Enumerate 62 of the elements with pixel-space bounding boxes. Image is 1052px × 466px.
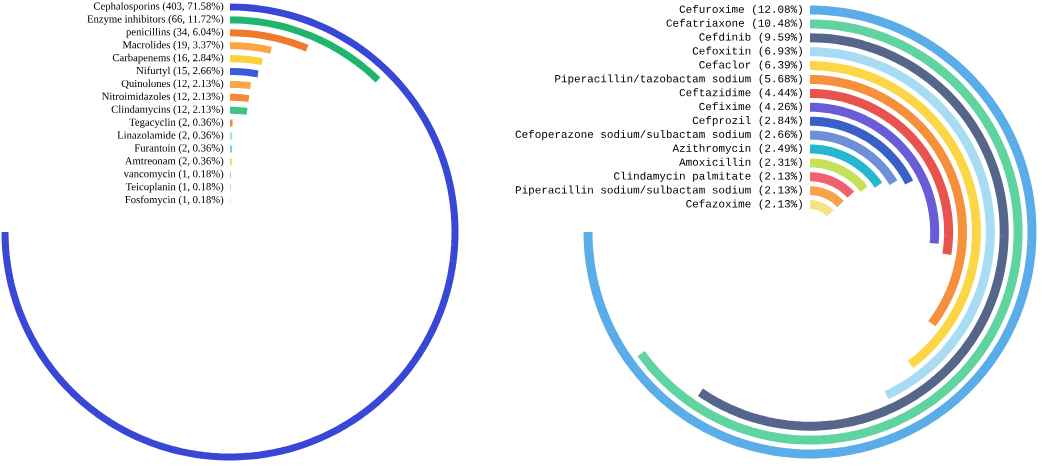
category-label: Cefoxitin [692,46,751,55]
data-label: (16, 2.84%) [173,53,224,64]
category-label: Cephalosporins [93,2,160,12]
data-label: (2.13%) [759,185,802,196]
data-label: (2.13%) [759,171,802,182]
category-label: Tegacyclin [129,118,176,128]
category-label: Furantoin [134,144,176,152]
category-label: Clindamycins [111,105,171,116]
data-label: (5.68%) [759,74,802,85]
data-label: (4.44%) [759,88,802,99]
category-label: Macrolides [122,40,171,49]
data-label: (2.13%) [759,199,802,210]
category-label: Cefprozil [692,116,751,127]
data-label: (2.66%) [759,129,802,141]
data-label: (66, 11.72%) [168,15,224,25]
category-label: Cefoperazone sodium/sulbactam sodium [515,129,751,141]
category-label: Ceftazidime [679,88,751,97]
category-label: Nifurtyl [136,66,171,77]
data-label: (403, 71.58%) [162,2,224,12]
category-label: vancomycin [123,170,176,180]
data-label: (2, 0.36%) [178,118,224,128]
data-label: (19, 3.37%) [173,40,224,51]
category-label: Cefixime [699,102,751,111]
category-label: Amtreonam [124,157,176,165]
category-label: Teicoplanin [125,182,176,193]
data-label: (2, 0.36%) [178,131,224,141]
category-label: Cefatriaxone [666,18,744,27]
category-label: Cefaclor [699,60,751,69]
data-label: (1, 0.18%) [178,182,224,193]
category-label: Cefuroxime [679,4,744,13]
category-label: Cefdinib [699,32,751,41]
data-label: (12.08%) [753,4,802,16]
data-label: (1, 0.18%) [178,195,224,206]
category-label: Clindamycin palmitate [614,171,751,182]
data-label: (2.49%) [759,143,802,155]
data-label: (2, 0.36%) [178,144,224,154]
category-label: Nitroimidazoles [102,92,171,100]
data-label: (6.39%) [759,60,802,71]
data-label: (2.84%) [759,116,802,127]
category-label: Cefazoxime [686,199,751,208]
category-label: Piperacillin sodium/sulbactam sodium [515,185,751,196]
data-label: (2, 0.36%) [178,156,224,167]
category-label: Piperacillin/tazobactam sodium [555,74,751,85]
data-label: (9.59%) [759,32,802,43]
data-label: (6.93%) [759,46,802,57]
data-label: (12, 2.13%) [173,105,224,116]
data-label: (12, 2.13%) [173,92,224,103]
category-label: Amoxicillin [679,157,751,166]
data-label: (15, 2.66%) [173,66,224,77]
category-label: penicillins [126,27,171,38]
data-label: (34, 6.04%) [173,27,224,38]
category-label: Fosfomycin [125,195,176,206]
category-label: Azithromycin [672,143,751,155]
category-label: Linazolamide [117,131,176,139]
data-label: (2.31%) [759,157,802,168]
data-label: (4.26%) [759,102,802,113]
category-label: Enzyme inhibitors [87,15,166,25]
category-label: Quinolones [121,79,171,89]
data-label: (1, 0.18%) [178,169,224,180]
category-label: Carbapenems [112,53,171,64]
data-label: (10.48%) [753,18,802,29]
data-label: (12, 2.13%) [173,79,224,90]
